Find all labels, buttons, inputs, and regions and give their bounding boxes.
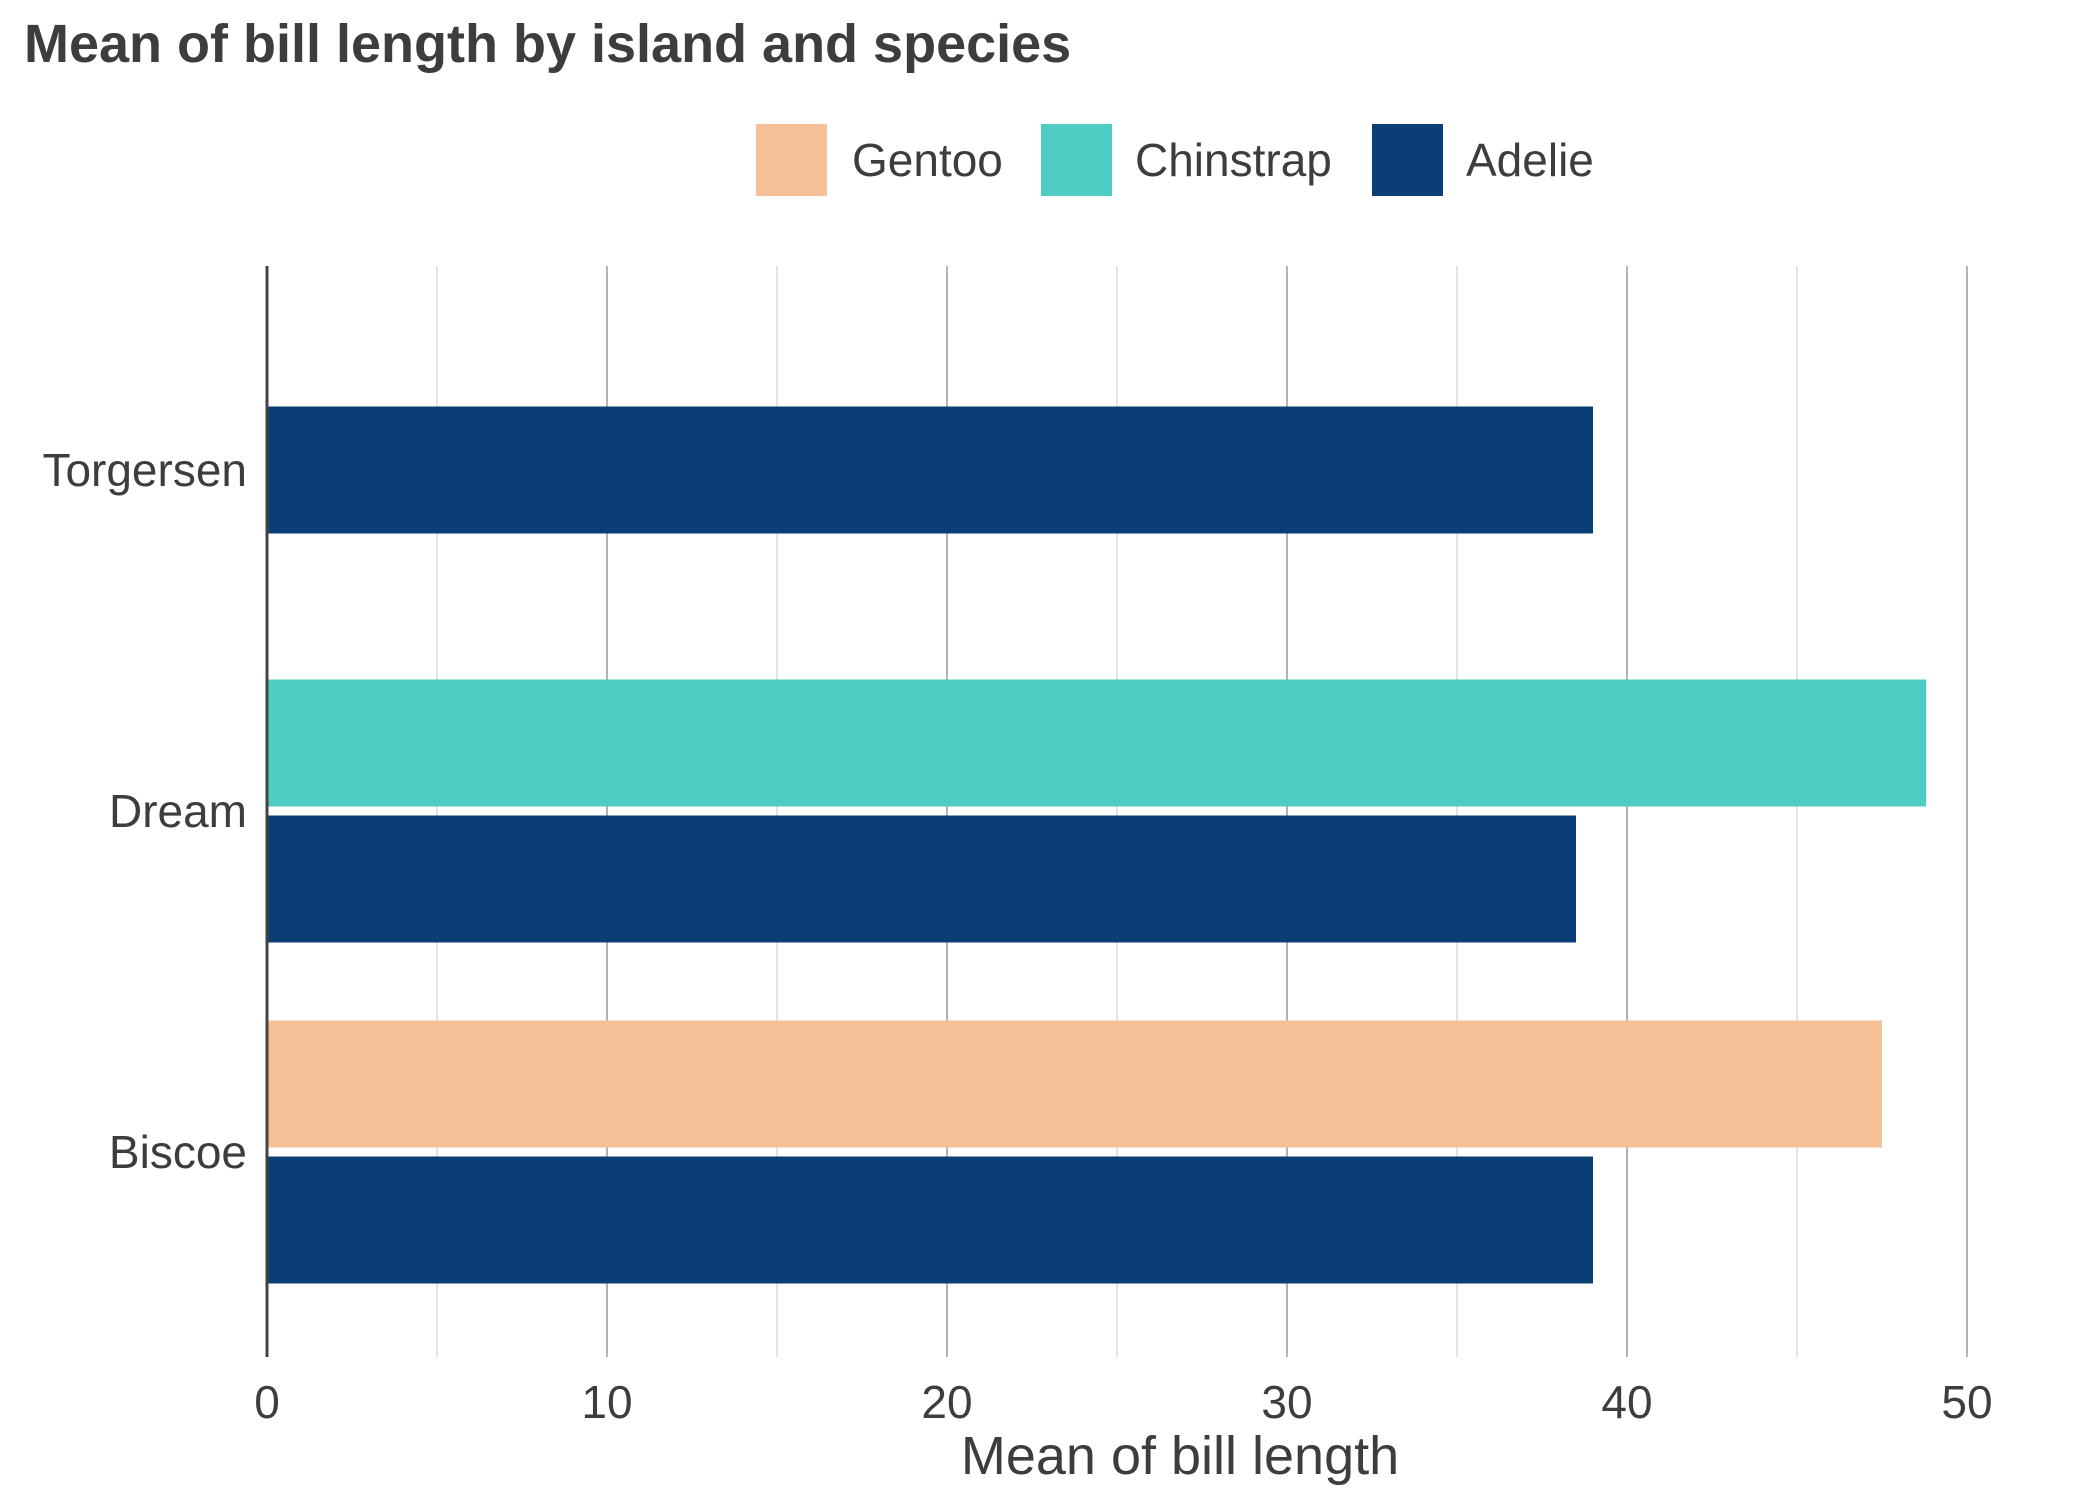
y-tick-labels: Torgersen Dream Biscoe bbox=[42, 444, 247, 1178]
x-tick-label: 40 bbox=[1601, 1376, 1652, 1428]
x-tick-label: 30 bbox=[1261, 1376, 1312, 1428]
bar-biscoe-gentoo bbox=[267, 1020, 1882, 1148]
y-tick-label: Dream bbox=[109, 785, 247, 837]
x-tick-label: 10 bbox=[581, 1376, 632, 1428]
bars bbox=[267, 406, 1927, 1284]
bar-dream-chinstrap bbox=[267, 679, 1927, 807]
x-tick-label: 20 bbox=[921, 1376, 972, 1428]
y-tick-label: Biscoe bbox=[109, 1126, 247, 1178]
x-tick-label: 50 bbox=[1941, 1376, 1992, 1428]
legend-label: Chinstrap bbox=[1135, 134, 1332, 186]
x-tick-labels: 0 10 20 30 40 50 bbox=[254, 1376, 1992, 1428]
bar-biscoe-adelie bbox=[267, 1156, 1593, 1284]
y-tick-label: Torgersen bbox=[42, 444, 247, 496]
x-tick-label: 0 bbox=[254, 1376, 280, 1428]
legend-label: Adelie bbox=[1466, 134, 1594, 186]
x-axis-title: Mean of bill length bbox=[961, 1426, 1399, 1486]
legend-label: Gentoo bbox=[852, 134, 1003, 186]
legend-swatch-chinstrap bbox=[1041, 124, 1112, 196]
legend: Gentoo Chinstrap Adelie bbox=[756, 124, 1594, 196]
legend-swatch-gentoo bbox=[756, 124, 827, 196]
legend-swatch-adelie bbox=[1372, 124, 1443, 196]
chart-title: Mean of bill length by island and specie… bbox=[24, 14, 1071, 74]
bar-torgersen-adelie bbox=[267, 406, 1593, 534]
bar-dream-adelie bbox=[267, 815, 1576, 943]
